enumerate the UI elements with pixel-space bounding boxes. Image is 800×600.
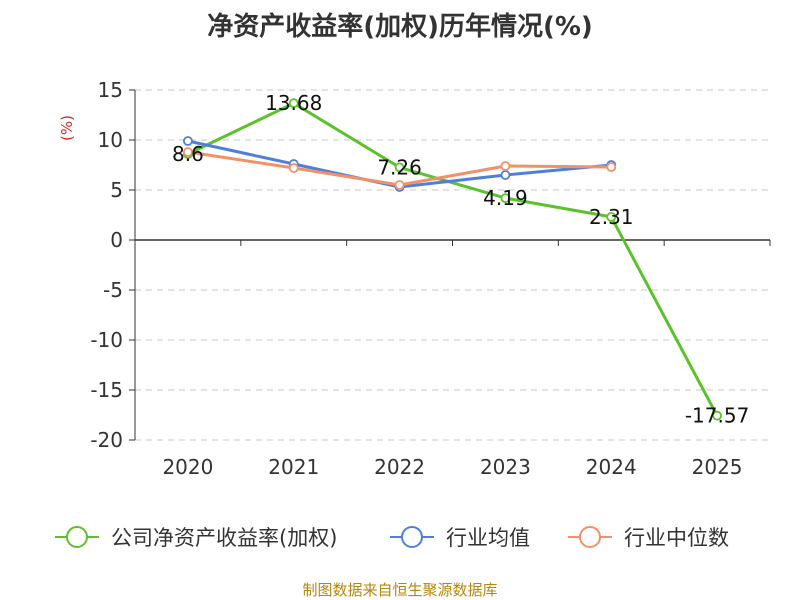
chart-title: 净资产收益率(加权)历年情况(%)	[207, 12, 593, 42]
x-tick-label: 2022	[374, 455, 425, 479]
legend-marker	[579, 526, 601, 548]
data-point	[183, 136, 193, 146]
y-tick-label: 15	[98, 78, 123, 102]
y-tick-label: -10	[90, 328, 123, 352]
data-label: 4.19	[483, 186, 528, 210]
legend-label: 行业中位数	[624, 526, 729, 550]
data-point	[606, 162, 617, 172]
legend-marker	[66, 526, 88, 548]
data-point	[183, 147, 193, 157]
legend-marker	[401, 526, 423, 548]
series-line-0	[187, 101, 719, 417]
y-tick-label: -20	[90, 428, 123, 452]
y-tick-label: -15	[90, 378, 123, 402]
series-lines	[183, 98, 722, 421]
data-point	[394, 180, 405, 190]
data-point	[606, 211, 617, 222]
source-note: 制图数据来自恒生聚源数据库	[302, 581, 498, 599]
x-tick-label: 2024	[586, 455, 637, 479]
data-point	[288, 98, 299, 109]
data-point	[394, 162, 405, 173]
data-label: 2.31	[589, 205, 634, 229]
data-point	[500, 193, 511, 204]
y-axis-title: (%)	[58, 115, 76, 141]
axes: 15 10 5 0 -5 -10 -15 -20 2020 2021 2022 2023 2024 202…	[90, 78, 771, 479]
data-point	[500, 161, 511, 171]
y-tick-label: 0	[110, 228, 123, 252]
x-tick-label: 2025	[692, 455, 743, 479]
x-tick-label: 2021	[268, 455, 319, 479]
data-label: -17.57	[685, 404, 749, 428]
data-label: 7.26	[377, 155, 422, 179]
data-label: 8.6	[172, 142, 204, 166]
y-tick-label: -5	[103, 278, 123, 302]
data-label: 13.68	[265, 91, 322, 115]
data-point	[288, 163, 299, 173]
y-tick-label: 5	[110, 178, 123, 202]
y-tick-label: 10	[98, 128, 123, 152]
grid-lines	[135, 89, 770, 441]
data-point	[500, 170, 511, 180]
legend-label: 公司净资产收益率(加权)	[111, 526, 337, 550]
x-tick-label: 2020	[162, 455, 213, 479]
data-point	[712, 410, 722, 421]
legend: 公司净资产收益率(加权) 行业均值 行业中位数	[55, 526, 729, 550]
legend-label: 行业均值	[446, 526, 530, 550]
x-tick-label: 2023	[480, 455, 531, 479]
data-labels: 8.6 13.68 7.26 4.19 2.31 -17.57	[172, 91, 749, 428]
